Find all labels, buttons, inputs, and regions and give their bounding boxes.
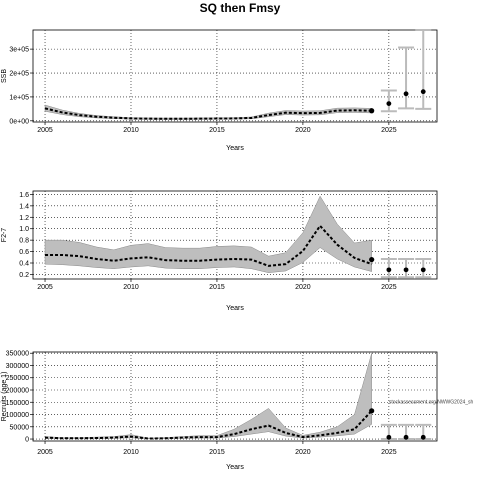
panel-3-y-tick-label: 250000 [6, 375, 29, 382]
panel-1-confidence-band [44, 104, 372, 120]
panel-3-x-tick-label: 2020 [295, 449, 311, 456]
panel-2-last-point [369, 256, 375, 263]
panel-2-x-tick-label: 2020 [295, 284, 311, 291]
panel-1-forecast-point [403, 91, 409, 97]
panel-3-confidence-band [44, 353, 372, 440]
panel-1-x-tick-label: 2015 [209, 127, 225, 134]
panel-2-x-axis-label: Years [226, 305, 244, 312]
panel-1-x-tick-label: 2010 [123, 127, 139, 134]
panel-1-x-axis-label: Years [226, 145, 244, 152]
panel-3-annotation: stockassessment.org/NWWG2024_sh [389, 399, 474, 405]
panel-2-y-tick-label: 1.0 [19, 226, 29, 233]
panel-3-x-tick-label: 2010 [123, 449, 139, 456]
panel-3-frame [32, 351, 438, 442]
panel-3-forecast-point [420, 434, 426, 440]
panel-2-y-axis-label: F2-7 [1, 228, 8, 243]
panel-2-frame [32, 190, 438, 280]
chart-title: SQ then Fmsy [200, 1, 281, 15]
panel-3-last-point [369, 408, 375, 414]
panel-3-y-tick-label: 200000 [6, 388, 29, 395]
panel-3: 2005 2010 2015 2020 2025 0 50000 100000 150000 20… [1, 351, 474, 471]
panel-3-x-tick-label: 2025 [381, 449, 397, 456]
panel-3-y-tick-label: 100000 [6, 412, 29, 419]
panel-1-x-tick-label: 2005 [37, 127, 53, 134]
panel-2-y-tick-label: 0.2 [19, 272, 29, 279]
panel-3-forecast-point [386, 434, 392, 440]
panel-1-y-axis-label: SSB [1, 69, 8, 83]
panel-1-y-tick-label: 2e+05 [9, 71, 29, 78]
panel-3-x-tick-label: 2015 [209, 449, 225, 456]
panel-2-y-tick-label: 1.2 [19, 215, 29, 222]
panel-1-y-tick-label: 3e+05 [9, 47, 29, 54]
panels: 2005 2010 2015 2020 2025 0e+00 1e+05 2e+05 3e+05… [1, 29, 474, 471]
panel-1-median-line [44, 107, 372, 120]
panel-1-x-tick-label: 2020 [295, 127, 311, 134]
panel-2-y-tick-label: 1.6 [19, 192, 29, 199]
panel-1-forecast-point [420, 89, 426, 95]
panel-1-last-point [369, 108, 375, 114]
panel-2-forecast-point [420, 267, 426, 273]
panel-3-y-tick-label: 0 [25, 437, 29, 444]
panel-3-y-tick-label: 300000 [6, 363, 29, 370]
panel-3-y-tick-label: 350000 [6, 351, 29, 358]
panel-2-x-tick-label: 2015 [209, 284, 225, 291]
panel-1-x-tick-label: 2025 [381, 127, 397, 134]
panel-3-y-tick-label: 150000 [6, 400, 29, 407]
panel-2-x-tick-label: 2025 [381, 284, 397, 291]
panel-3-y-axis-label: Recruits (age 1) [1, 372, 8, 422]
panel-2-y-tick-label: 0.4 [19, 261, 29, 268]
panel-3-median-line [44, 410, 373, 440]
panel-2-forecast-point [403, 267, 409, 273]
panel-2-y-tick-label: 1.4 [19, 203, 29, 210]
panel-3-y-tick-label: 50000 [10, 424, 30, 431]
panel-3-forecast-point [403, 434, 409, 440]
panel-3-x-tick-label: 2005 [37, 449, 53, 456]
panel-2-x-tick-label: 2005 [37, 284, 53, 291]
panel-2: 2005 2010 2015 2020 2025 0.2 0.4 0.6 0.8 1.0 1.2 1.… [1, 190, 438, 312]
panel-2-forecast-point [386, 267, 392, 273]
panel-1-y-tick-label: 1e+05 [9, 94, 29, 101]
panel-1-y-tick-label: 0e+00 [9, 118, 29, 125]
panel-1-forecast-point [386, 101, 392, 106]
panel-2-y-tick-label: 0.8 [19, 238, 29, 245]
panel-1: 2005 2010 2015 2020 2025 0e+00 1e+05 2e+05 3e+05… [1, 29, 438, 152]
panel-2-x-tick-label: 2010 [123, 284, 139, 291]
panel-1-frame [32, 29, 438, 123]
panel-2-y-tick-label: 0.6 [19, 249, 29, 256]
panel-2-confidence-band [44, 195, 372, 273]
panel-3-x-axis-label: Years [226, 464, 244, 471]
